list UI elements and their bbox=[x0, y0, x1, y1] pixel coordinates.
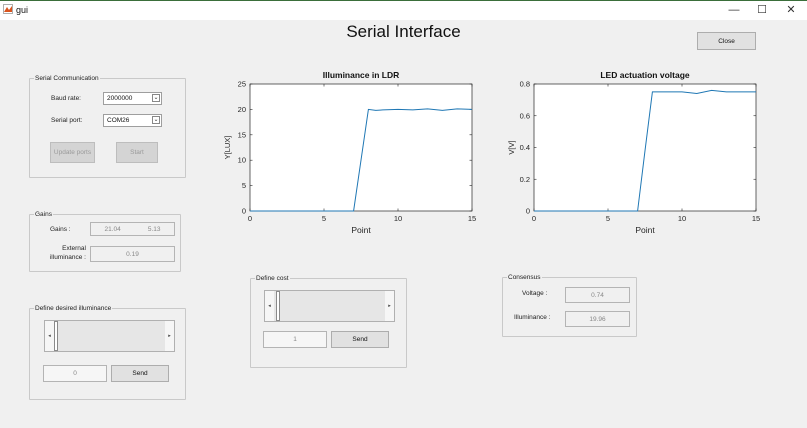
series-line bbox=[534, 89, 756, 212]
cost-slider[interactable]: ◂ ▸ bbox=[264, 290, 395, 322]
slider-left-arrow-icon[interactable]: ◂ bbox=[265, 291, 274, 321]
y-tick-label: 0.6 bbox=[520, 111, 530, 120]
series-line bbox=[250, 108, 473, 212]
voltage-field: 0.74 bbox=[565, 287, 630, 303]
slider-right-arrow-icon[interactable]: ▸ bbox=[385, 291, 394, 321]
chart-title: Illuminance in LDR bbox=[323, 70, 400, 80]
y-tick-label: 15 bbox=[238, 130, 246, 139]
maximize-button[interactable]: ☐ bbox=[757, 4, 767, 16]
consensus-panel: Consensus bbox=[502, 273, 637, 337]
gain-1-value: 21.04 bbox=[104, 225, 121, 233]
gains-field: 21.04 5.13 bbox=[90, 222, 175, 236]
y-axis-label: V[V] bbox=[507, 140, 516, 154]
consensus-panel-title: Consensus bbox=[507, 273, 542, 282]
y-tick-label: 20 bbox=[238, 105, 246, 114]
baud-rate-value: 2000000 bbox=[107, 95, 133, 102]
baud-rate-select[interactable]: 2000000 ⌄ bbox=[103, 92, 162, 105]
external-illuminance-label: External illuminance : bbox=[36, 244, 86, 262]
desired-panel-title: Define desired illuminance bbox=[34, 304, 113, 313]
y-tick-label: 0.4 bbox=[520, 143, 530, 152]
desired-illuminance-input[interactable]: 0 bbox=[43, 365, 107, 382]
y-tick-label: 0.8 bbox=[520, 80, 530, 89]
minimize-button[interactable]: — bbox=[728, 4, 740, 16]
matlab-logo-icon bbox=[3, 4, 13, 14]
plot-area bbox=[249, 83, 473, 212]
y-tick-label: 10 bbox=[238, 156, 246, 165]
baud-rate-label: Baud rate: bbox=[51, 95, 81, 102]
external-illuminance-label-line2: illuminance : bbox=[49, 254, 86, 261]
gains-panel-title: Gains bbox=[34, 210, 53, 219]
y-tick-label: 5 bbox=[242, 181, 246, 190]
gains-label: Gains : bbox=[50, 226, 71, 233]
y-tick-label: 0 bbox=[526, 207, 530, 216]
y-axis-label: Y[LUX] bbox=[223, 136, 232, 160]
gain-2-value: 5.13 bbox=[147, 225, 161, 233]
illuminance-chart: Illuminance in LDR 0 5 10 15 0 5 10 15 20 25 Point Y… bbox=[223, 70, 476, 235]
illuminance-label: Illuminance : bbox=[514, 314, 551, 321]
serial-panel-title: Serial Communication bbox=[34, 74, 100, 83]
serial-port-select[interactable]: COM26 ⌄ bbox=[103, 114, 162, 127]
desired-illuminance-panel: Define desired illuminance bbox=[29, 304, 186, 400]
y-tick-label: 0 bbox=[242, 207, 246, 216]
x-tick-label: 10 bbox=[678, 214, 686, 223]
gains-panel: Gains bbox=[29, 210, 181, 272]
page-title: Serial Interface bbox=[346, 22, 461, 41]
slider-left-arrow-icon[interactable]: ◂ bbox=[45, 321, 54, 351]
window-titlebar bbox=[0, 0, 807, 20]
chart-title: LED actuation voltage bbox=[600, 70, 690, 80]
x-tick-label: 10 bbox=[394, 214, 402, 223]
cost-send-button[interactable]: Send bbox=[331, 331, 389, 348]
cost-panel: Define cost bbox=[250, 274, 407, 368]
chevron-down-icon: ⌄ bbox=[152, 116, 160, 124]
serial-communication-panel: Serial Communication bbox=[29, 74, 186, 178]
x-tick-label: 5 bbox=[606, 214, 610, 223]
cost-input[interactable]: 1 bbox=[263, 331, 327, 348]
close-window-button[interactable]: ✕ bbox=[786, 4, 796, 16]
serial-port-value: COM26 bbox=[107, 117, 130, 124]
desired-illuminance-slider[interactable]: ◂ ▸ bbox=[44, 320, 175, 352]
start-button[interactable]: Start bbox=[116, 142, 158, 163]
x-axis-label: Point bbox=[635, 225, 655, 235]
slider-thumb[interactable] bbox=[276, 291, 280, 321]
external-illuminance-label-line1: External bbox=[62, 245, 86, 252]
x-tick-label: 15 bbox=[468, 214, 476, 223]
chevron-down-icon: ⌄ bbox=[152, 94, 160, 102]
close-button[interactable]: Close bbox=[697, 32, 756, 50]
illuminance-field: 19.96 bbox=[565, 311, 630, 327]
slider-right-arrow-icon[interactable]: ▸ bbox=[165, 321, 174, 351]
window-title: gui bbox=[16, 5, 29, 15]
desired-send-button[interactable]: Send bbox=[111, 365, 169, 382]
x-tick-label: 5 bbox=[322, 214, 326, 223]
slider-thumb[interactable] bbox=[54, 321, 58, 351]
update-ports-button[interactable]: Update ports bbox=[50, 142, 95, 163]
voltage-chart: LED actuation voltage 0 5 10 15 0 0.2 0.4 0.6 0.8… bbox=[507, 70, 760, 235]
voltage-label: Voltage : bbox=[522, 290, 548, 297]
x-axis-label: Point bbox=[351, 225, 371, 235]
y-tick-label: 25 bbox=[238, 80, 246, 89]
x-tick-label: 0 bbox=[532, 214, 536, 223]
cost-panel-title: Define cost bbox=[255, 274, 290, 283]
serial-port-label: Serial port: bbox=[51, 117, 83, 124]
x-tick-label: 0 bbox=[248, 214, 252, 223]
y-tick-label: 0.2 bbox=[520, 175, 530, 184]
external-illuminance-field: 0.19 bbox=[90, 246, 175, 262]
x-tick-label: 15 bbox=[752, 214, 760, 223]
